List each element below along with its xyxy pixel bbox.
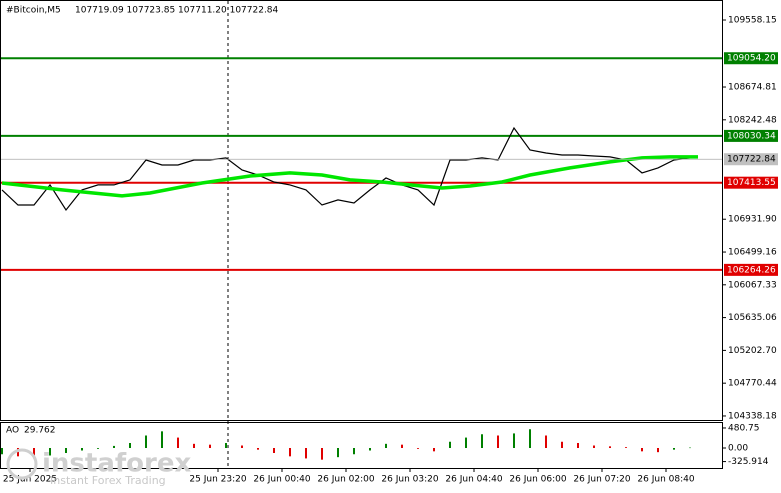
current-price-label: 107722.84 (727, 155, 776, 165)
indicator-value: 29.762 (24, 426, 56, 436)
y-tick-label: 105202.70 (728, 346, 777, 356)
ao-bar (433, 448, 435, 452)
ao-bar (241, 445, 243, 448)
header-symbol: #Bitcoin,M5 (6, 6, 61, 16)
ao-bar (625, 447, 627, 448)
y-tick-label: 0.00 (728, 444, 748, 454)
ao-bar (545, 435, 547, 448)
ao-bar (273, 448, 275, 453)
ao-bar (49, 448, 51, 456)
ao-bar (657, 448, 659, 453)
watermark-brand: instaforex (42, 449, 192, 479)
current-price-box (724, 153, 778, 166)
ao-bar (337, 448, 339, 458)
ao-bar (497, 435, 499, 448)
x-tick-label: 26 Jun 06:00 (509, 475, 566, 485)
header-quote: 107719.09 107723.85 107711.20 107722.84 (75, 6, 279, 16)
main-pane-border (0, 0, 723, 421)
y-tick-label: 109558.15 (728, 16, 777, 26)
x-tick-label: 26 Jun 00:40 (253, 475, 310, 485)
price-line (1, 155, 698, 198)
ao-bar (81, 448, 83, 451)
x-tick-label: 26 Jun 03:20 (381, 475, 438, 485)
ao-bar (1, 448, 3, 455)
ao-bar (177, 437, 179, 448)
x-tick-label: 25 Jun 23:20 (189, 475, 246, 485)
ao-bar (401, 444, 403, 448)
ao-bar (593, 445, 595, 448)
x-tick-label: 26 Jun 07:20 (573, 475, 630, 485)
ao-bar (561, 441, 563, 448)
ao-bar (369, 448, 371, 451)
ao-bar (225, 443, 227, 448)
ao-bar (577, 443, 579, 448)
ao-pane-border (0, 422, 723, 469)
ao-bar (513, 433, 515, 448)
y-tick-label: 106499.16 (728, 248, 777, 258)
ao-bar (449, 441, 451, 448)
level-label-box (724, 129, 778, 142)
ao-bar (161, 431, 163, 448)
ao-bar (305, 448, 307, 459)
ao-bar (481, 434, 483, 448)
level-label: 108030.34 (727, 131, 776, 141)
ao-bar (97, 448, 99, 449)
x-tick-label: 26 Jun 04:40 (445, 475, 502, 485)
ao-bar (145, 435, 147, 448)
ao-bar (193, 443, 195, 448)
indicator-name: AO (6, 426, 19, 436)
ao-bar (113, 445, 115, 448)
ao-bar (641, 448, 643, 452)
ao-bar (385, 443, 387, 448)
ao-bar (65, 448, 67, 453)
ao-bar (257, 448, 259, 450)
ao-bar (673, 448, 675, 450)
y-tick-label: 108242.48 (728, 115, 777, 125)
y-tick-label: -325.914 (728, 457, 769, 467)
ao-bar (129, 443, 131, 448)
ao-bar (353, 448, 355, 455)
x-tick-label: 25 Jun 2025 (3, 475, 57, 485)
x-tick-label: 26 Jun 02:00 (317, 475, 374, 485)
level-label: 107413.55 (727, 178, 776, 188)
ao-bar (689, 447, 691, 449)
watermark: instaforex Instant Forex Trading (6, 448, 192, 487)
y-tick-label: 108674.81 (728, 83, 777, 93)
ao-bar (33, 448, 35, 459)
ao-bar (289, 448, 291, 457)
level-label-box (724, 263, 778, 276)
ao-bar (465, 437, 467, 448)
watermark-logo (6, 448, 38, 480)
y-tick-label: 104338.18 (728, 411, 777, 421)
y-tick-label: 104770.44 (728, 379, 777, 389)
ao-bar (209, 444, 211, 448)
ao-bar (17, 448, 19, 457)
level-label: 109054.20 (727, 54, 776, 64)
y-tick-label: 480.75 (728, 423, 760, 433)
y-tick-label: 105635.06 (728, 313, 777, 323)
ao-bar (321, 448, 323, 460)
price-line (1, 126, 691, 212)
y-tick-label: 106931.90 (728, 215, 777, 225)
level-label-box (724, 176, 778, 189)
x-tick-label: 26 Jun 08:40 (637, 475, 694, 485)
watermark-slogan: Instant Forex Trading (50, 474, 166, 487)
ao-bar (609, 446, 611, 448)
ao-bar (417, 448, 419, 449)
level-label: 106264.26 (727, 265, 776, 275)
ao-bar (529, 429, 531, 448)
level-label-box (724, 52, 778, 65)
y-tick-label: 106067.33 (728, 280, 777, 290)
